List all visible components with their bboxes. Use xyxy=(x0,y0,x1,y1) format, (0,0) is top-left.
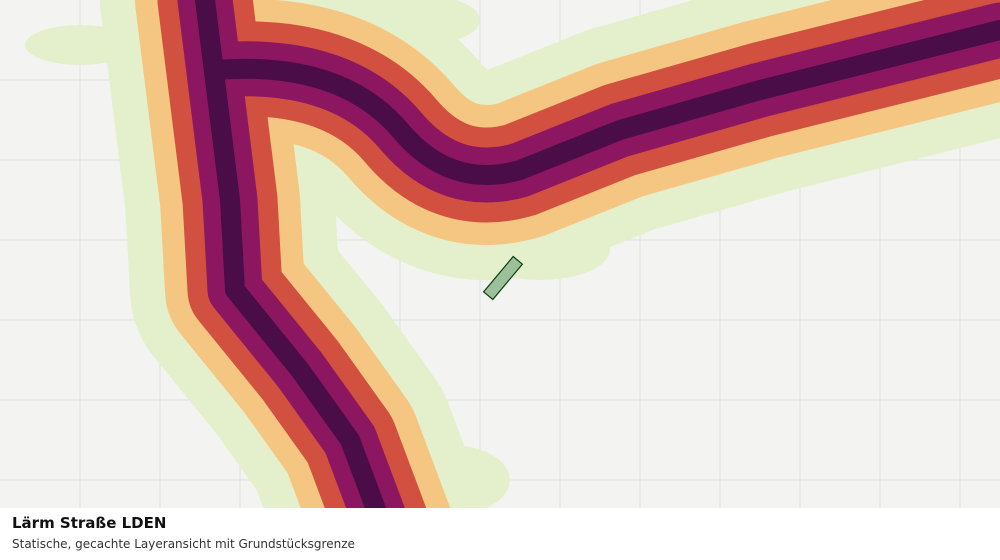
noise-bands xyxy=(100,0,1000,560)
map-subtitle: Statische, gecachte Layeransicht mit Gru… xyxy=(12,537,355,551)
parcel-boundary xyxy=(482,255,524,301)
map-title: Lärm Straße LDEN xyxy=(12,514,167,532)
band-path xyxy=(205,20,1000,185)
band-70db xyxy=(195,0,1000,560)
map-caption: Lärm Straße LDEN Statische, gecachte Lay… xyxy=(0,508,1000,560)
